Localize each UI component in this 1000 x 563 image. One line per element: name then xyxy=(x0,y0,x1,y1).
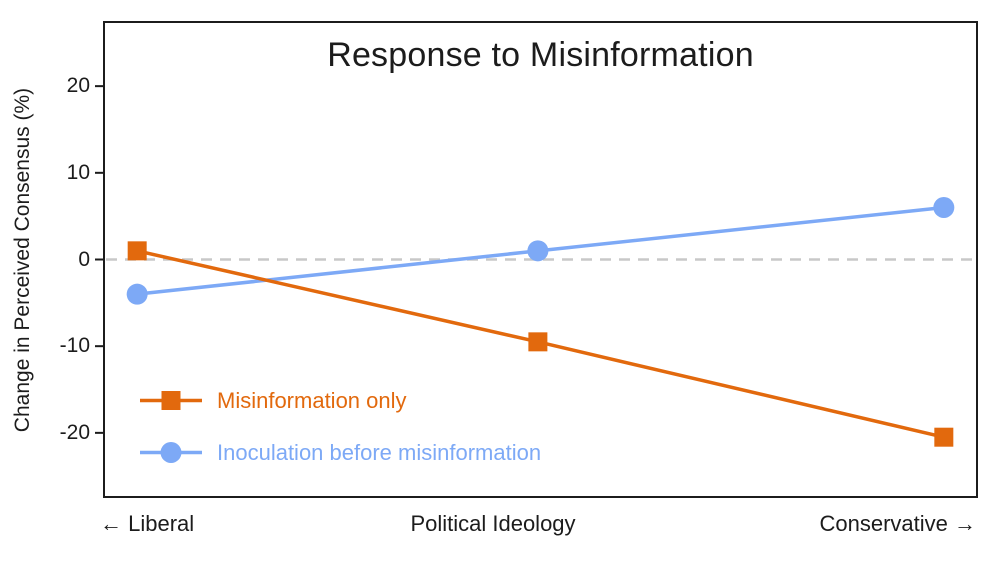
chart-title: Response to Misinformation xyxy=(327,36,754,74)
data-point-square xyxy=(127,241,147,261)
y-tick-label: 20 xyxy=(66,74,90,98)
legend: Misinformation only Inoculation before m… xyxy=(138,385,541,468)
y-tick-label: -10 xyxy=(59,334,90,358)
data-point-circle xyxy=(126,283,148,305)
data-point-square xyxy=(934,427,954,447)
legend-item-misinformation-only: Misinformation only xyxy=(138,385,541,416)
data-series xyxy=(126,196,955,447)
y-tick-label: 10 xyxy=(66,160,90,184)
y-tick-label: -20 xyxy=(59,420,90,444)
circle-marker-icon xyxy=(140,442,202,463)
y-tick-label: 0 xyxy=(78,247,90,271)
y-axis-ticks xyxy=(95,85,103,434)
legend-label: Inoculation before misinformation xyxy=(217,439,542,465)
data-point-square xyxy=(528,332,548,352)
data-point-circle xyxy=(527,240,549,262)
legend-label: Misinformation only xyxy=(217,387,407,413)
legend-item-inoculation: Inoculation before misinformation xyxy=(138,437,541,468)
square-marker-icon xyxy=(140,391,202,410)
x-axis-right-label: Conservative → xyxy=(819,511,976,536)
data-point-circle xyxy=(933,196,955,218)
x-axis-label: Political Ideology xyxy=(410,511,576,536)
x-axis-left-label: ← Liberal xyxy=(100,511,195,536)
